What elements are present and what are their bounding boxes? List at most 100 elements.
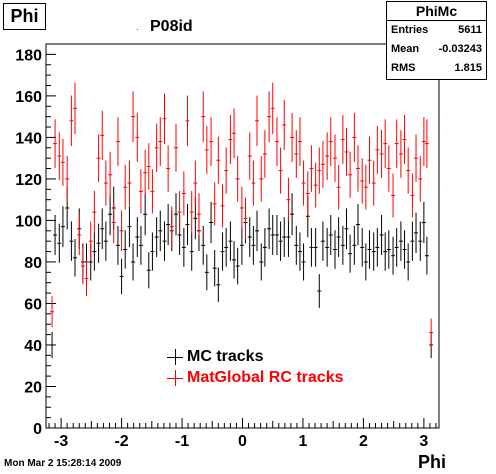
data-point [220,184,225,228]
data-point [131,243,136,281]
x-tick-label: 2 [359,433,368,450]
data-point [247,132,252,180]
data-point [204,254,209,291]
data-point [328,117,333,166]
data-point [274,117,279,166]
data-point [193,160,198,206]
data-point [232,241,237,279]
data-point [251,225,256,265]
stats-value: 1.815 [454,62,482,74]
data-point [235,156,240,202]
data-point [247,217,252,257]
stats-value: 5611 [458,24,482,36]
data-point [391,236,396,275]
data-point [294,130,299,178]
data-point [216,136,221,184]
data-point [181,171,186,216]
data-point [267,208,272,250]
data-point [367,230,372,269]
data-point [336,164,341,210]
data-point [391,173,396,218]
data-point [309,145,314,192]
data-point [185,95,190,147]
data-point [115,225,120,265]
y-tick-label: 0 [33,421,42,438]
data-point [169,206,174,248]
data-point [209,117,214,166]
data-point [57,223,62,263]
data-point [50,296,55,328]
stats-row-entries: Entries 5611 [387,21,486,40]
data-point [414,134,418,182]
y-tick-label: 180 [15,47,42,64]
data-point [84,260,89,297]
data-point [305,171,310,216]
data-point [201,225,206,265]
data-point [177,190,182,234]
data-point [421,201,426,244]
data-point [375,125,380,174]
data-point [80,247,85,285]
data-point [251,160,256,206]
data-point [360,228,365,267]
data-point [96,134,101,182]
x-tick-label: -2 [114,433,128,450]
data-point [383,119,388,168]
data-point [158,210,163,252]
data-point [325,228,330,267]
legend: MC tracks MatGlobal RC tracks [165,346,343,388]
data-point [406,243,411,281]
data-point [100,208,105,250]
data-point [320,221,325,261]
y-tick-label: 20 [24,379,42,396]
data-point [348,234,353,273]
x-axis-label: Phi [418,452,447,472]
data-point [92,190,97,234]
data-point [189,190,194,234]
data-point [232,108,237,158]
x-tick-label: 0 [238,433,247,450]
data-point [301,160,306,206]
data-point [143,149,148,196]
data-point [363,164,368,210]
data-point [92,232,97,271]
data-point [119,210,124,252]
data-point [127,160,132,206]
title-box: Phi [3,3,46,30]
data-point [301,243,306,281]
data-point [421,117,426,166]
data-point [356,204,360,246]
data-point [398,221,403,261]
data-point [367,136,372,184]
data-point [166,145,171,192]
data-point [239,186,244,230]
data-point [135,112,140,162]
data-point [189,232,194,271]
data-point [100,110,105,160]
data-point [212,249,217,287]
data-point [262,228,267,267]
data-point [294,225,299,265]
data-point [282,217,287,257]
data-point [340,115,345,164]
data-point [270,82,275,135]
data-point [333,134,337,182]
data-point [371,160,376,206]
data-point [108,151,113,198]
stats-row-mean: Mean -0.03243 [387,40,486,59]
data-point [282,99,287,151]
data-point [69,221,74,261]
y-tick-label: 100 [15,213,42,230]
data-point [111,201,116,244]
data-point [135,217,140,257]
data-point [402,230,407,269]
data-point [363,243,368,281]
data-point [394,119,399,168]
data-point [60,138,65,186]
data-point [50,331,55,359]
data-point [154,217,159,257]
data-point [103,160,108,206]
data-point [379,214,384,255]
x-tick-label: -3 [54,433,68,450]
y-tick-label: 160 [15,89,42,106]
